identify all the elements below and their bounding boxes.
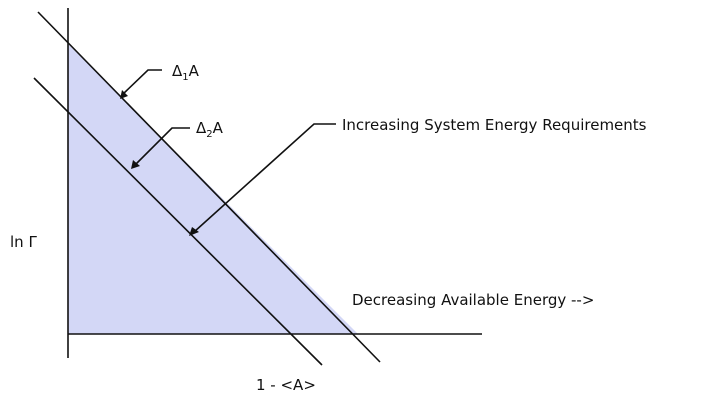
delta1-label: Δ1A — [172, 62, 200, 83]
y-axis-label: ln Γ — [10, 233, 37, 251]
x-axis-label: 1 - <A> — [256, 376, 316, 394]
delta2-label: Δ2A — [196, 119, 224, 140]
increasing-label: Increasing System Energy Requirements — [342, 116, 647, 134]
delta1-leader — [122, 70, 162, 95]
decreasing-label: Decreasing Available Energy --> — [352, 291, 594, 309]
